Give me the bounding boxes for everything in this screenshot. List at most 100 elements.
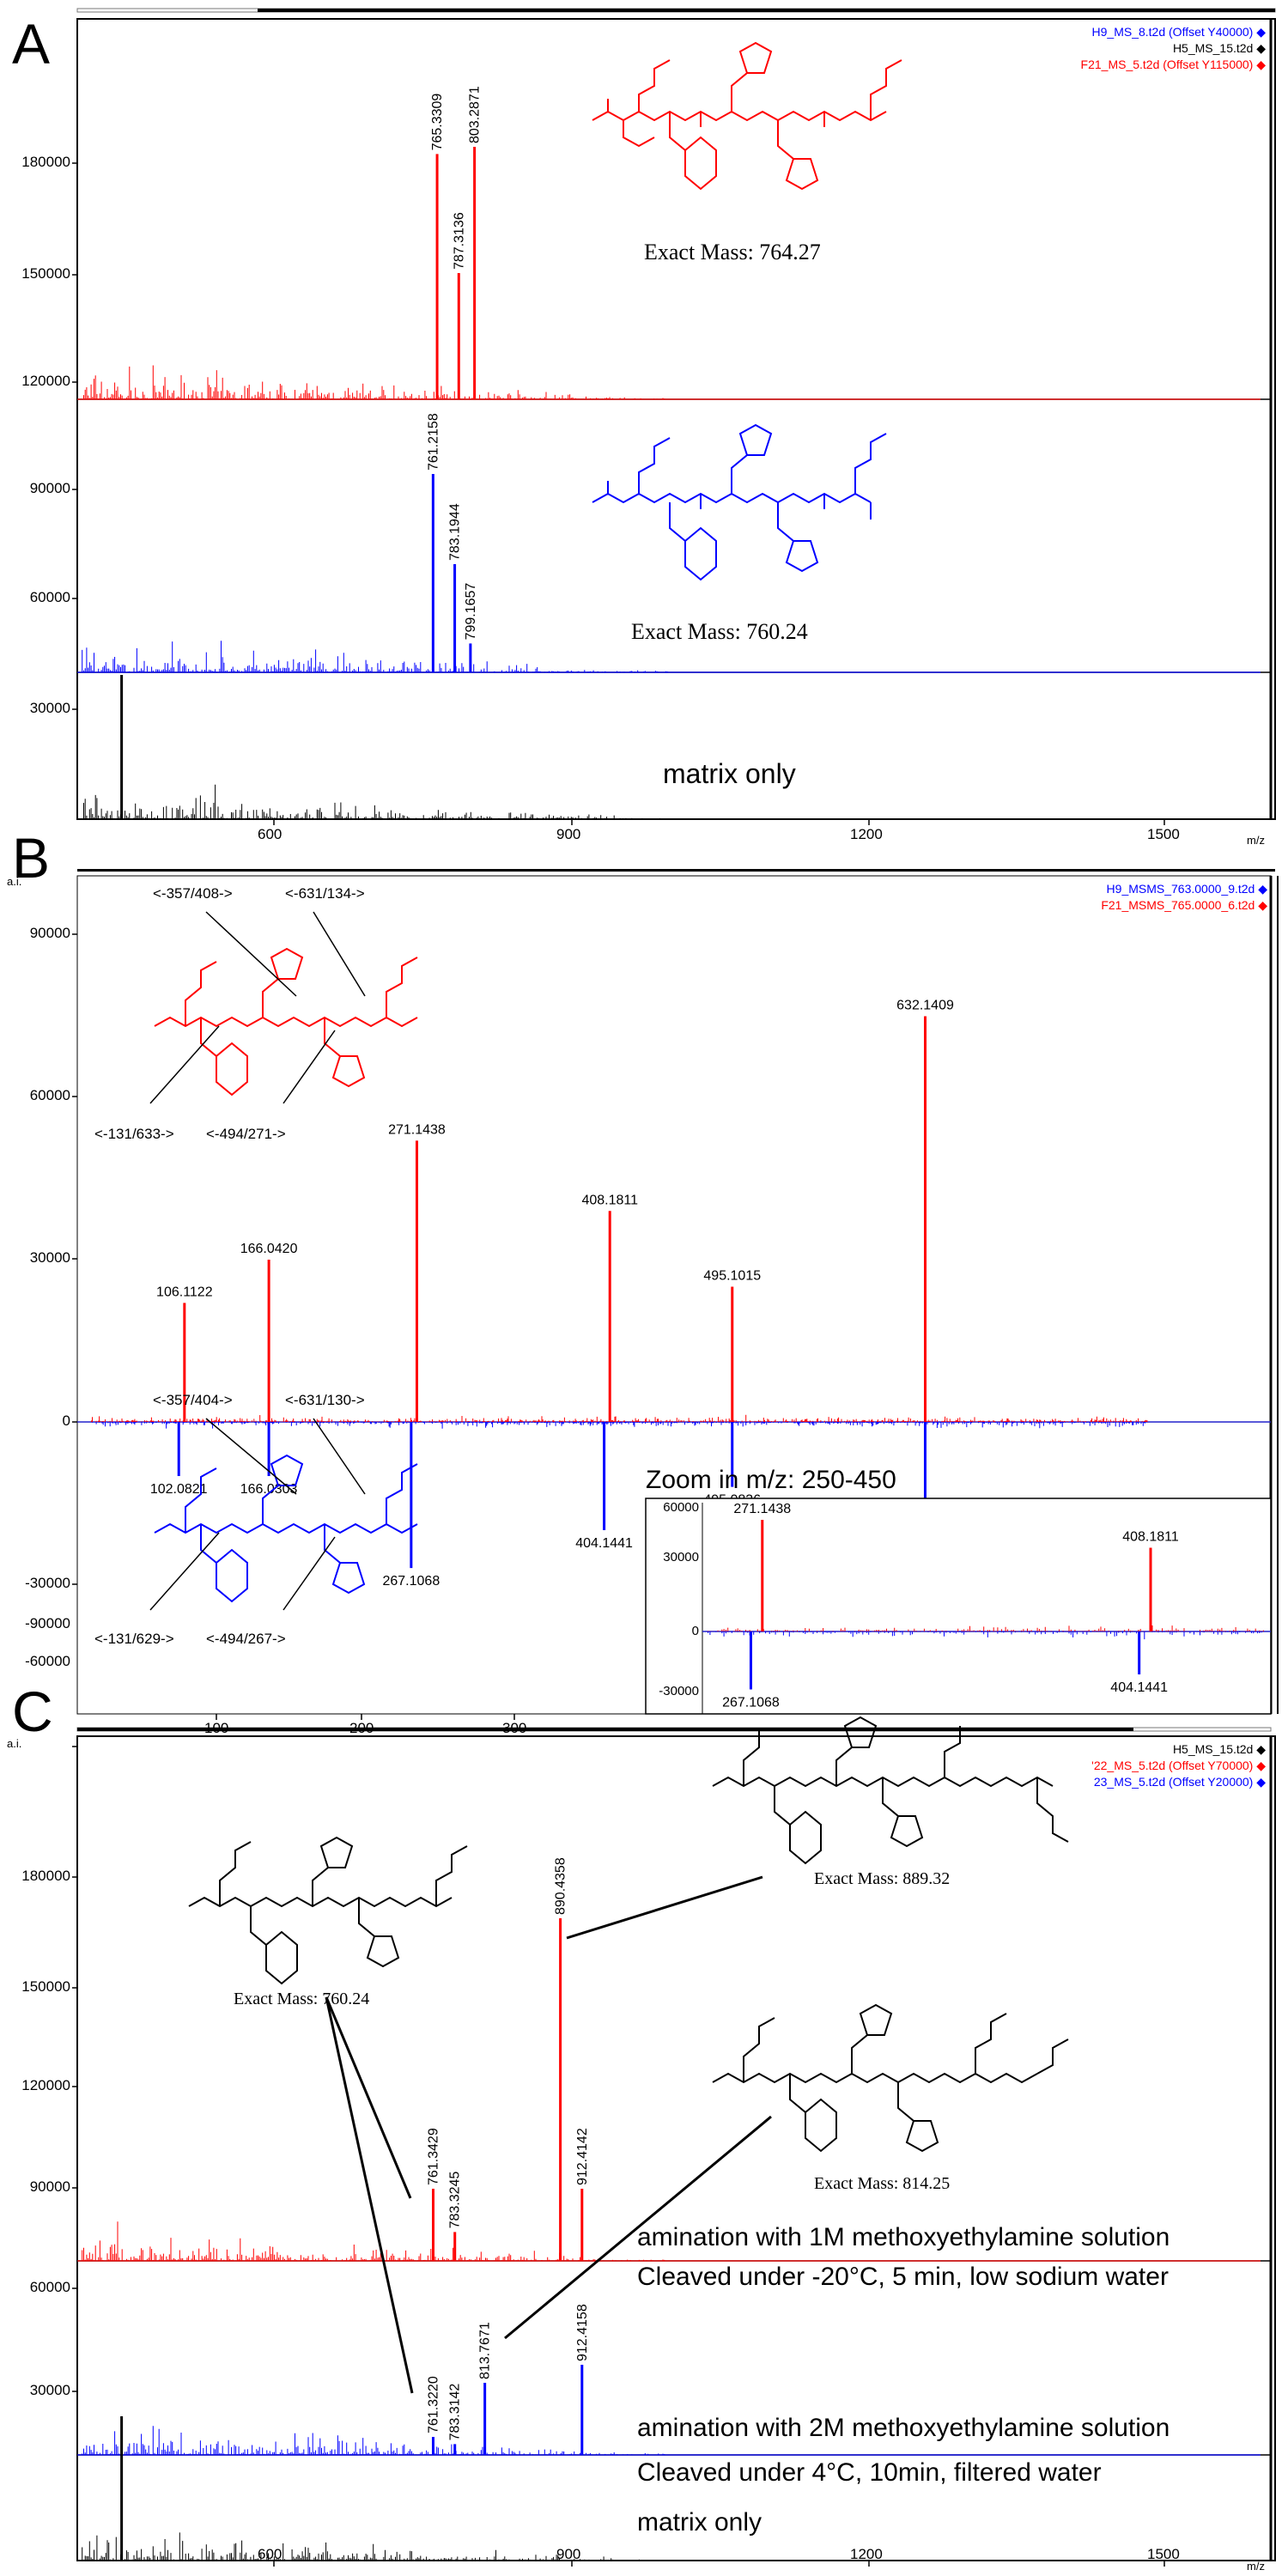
matrix-only-label: matrix only (663, 758, 796, 789)
zoom-y-tick-label: 30000 (663, 1550, 699, 1564)
x-tick-label: 100 (204, 1720, 229, 1736)
legend-item-black: H5_MS_15.t2d ◆ (1172, 40, 1266, 55)
zoom-y-tick-label: -30000 (659, 1684, 699, 1698)
structure-blue-peptoid-a (592, 423, 887, 581)
noise-trace (82, 784, 668, 819)
peak-label: 404.1441 (1110, 1680, 1168, 1695)
panel-letter-c: C (12, 1680, 53, 1743)
zoom-inset-title: Zoom in m/z: 250-450 (646, 1466, 896, 1494)
structure-red-peptoid-a (592, 41, 902, 191)
y-tick-label: 60000 (29, 589, 70, 605)
legend-item-blue: 23_MS_5.t2d (Offset Y20000) ◆ (1093, 1774, 1266, 1789)
y-tick-label: 150000 (21, 1978, 70, 1995)
peak-label: 166.0303 (240, 1482, 298, 1497)
zoom-y-tick-label: 60000 (663, 1500, 699, 1515)
peak-label: 102.0821 (150, 1482, 208, 1497)
structure-black-peptoid-c1 (188, 1836, 468, 1985)
panel-letter-b: B (12, 826, 51, 890)
x-tick-label: 1200 (850, 2546, 883, 2562)
structure-blue-peptoid-b (154, 1454, 418, 1603)
fragment-label-blue: <-631/130-> (285, 1392, 365, 1408)
peak-label: 803.2871 (468, 86, 483, 143)
panel-a-spectra: 765.3309 787.3136 803.2871 761.2158 783.1944… (77, 86, 1261, 820)
peak-label: 783.3245 (448, 2172, 463, 2229)
fragment-label-blue: <-357/404-> (153, 1392, 233, 1408)
exact-mass-red: Exact Mass: 764.27 (644, 240, 821, 264)
zoom-y-tick-label: 0 (691, 1624, 699, 1638)
fragment-label-red: <-357/408-> (153, 885, 233, 902)
legend-item-blue: H9_MS_8.t2d (Offset Y40000) ◆ (1091, 25, 1266, 39)
y-tick-label: 30000 (29, 2382, 70, 2398)
fragment-label-red: <-631/134-> (285, 885, 365, 902)
condition-note: amination with 2M methoxyethylamine solu… (637, 2414, 1170, 2442)
y-tick-label: -90000 (25, 1615, 70, 1631)
noise-trace (708, 1631, 1262, 1640)
peak-label: 267.1068 (382, 1574, 440, 1589)
legend-text: H5_MS_15.t2d (1172, 1742, 1254, 1756)
peak-label: 404.1441 (575, 1536, 633, 1551)
fragment-label-blue: <-131/629-> (94, 1631, 174, 1647)
peak-label: 912.4142 (575, 2128, 590, 2185)
x-tick-label: 900 (556, 2546, 581, 2562)
peak-label: 783.1944 (448, 503, 463, 561)
legend-item-red: F21_MS_5.t2d (Offset Y115000) ◆ (1080, 57, 1266, 71)
condition-note: Cleaved under 4°C, 10min, filtered water (637, 2458, 1102, 2487)
peak-label: 271.1438 (388, 1122, 446, 1137)
noise-trace (82, 641, 668, 672)
panel-c-spectra: 761.3429 783.3245 890.4358 912.4142 761.3220… (77, 1857, 1261, 2561)
legend-text: H9_MSMS_763.0000_9.t2d (1106, 882, 1255, 896)
exact-mass-blue: Exact Mass: 760.24 (631, 619, 808, 644)
peak-label: 632.1409 (896, 999, 954, 1013)
y-tick-label: 90000 (29, 925, 70, 941)
peak-label: 495.1015 (703, 1269, 761, 1284)
y-tick-label: 120000 (21, 2077, 70, 2093)
peak-label: 787.3136 (452, 212, 466, 270)
y-tick-label: 180000 (21, 1868, 70, 1884)
noise-trace (82, 2426, 666, 2455)
y-tick-label: 90000 (29, 2178, 70, 2195)
y-tick-label: 60000 (29, 1087, 70, 1103)
legend-text: F21_MSMS_765.0000_6.t2d (1101, 897, 1255, 912)
fragment-label-blue: <-494/267-> (206, 1631, 286, 1647)
peak-label: 271.1438 (733, 1502, 791, 1516)
y-tick-label: 90000 (29, 480, 70, 496)
noise-trace (83, 365, 668, 399)
y-axis-label: a.i. (7, 1737, 22, 1750)
peak-label: 912.4158 (575, 2304, 590, 2361)
panel-a-frame (76, 8, 1276, 820)
fragment-label-red: <-494/271-> (206, 1126, 286, 1142)
peak-label: 408.1811 (1122, 1530, 1179, 1545)
exact-mass-main: Exact Mass: 760.24 (234, 1990, 370, 2008)
y-tick-label: 30000 (29, 700, 70, 716)
noise-trace (92, 1422, 1147, 1429)
peak-label: 761.3429 (426, 2128, 440, 2185)
exact-mass-mid: Exact Mass: 814.25 (814, 2174, 951, 2193)
panel-letter-a: A (12, 12, 51, 76)
y-tick-label: 150000 (21, 265, 70, 282)
panel-b-legend: H9_MSMS_763.0000_9.t2d ◆ F21_MSMS_765.00… (1101, 881, 1267, 914)
peak-label: 761.2158 (426, 413, 440, 471)
x-tick-label: 200 (349, 1720, 374, 1736)
peak-structure-connectors (325, 1875, 772, 2394)
x-tick-label: 600 (258, 2546, 283, 2562)
noise-trace (90, 1414, 1148, 1422)
y-tick-label: 0 (62, 1413, 70, 1429)
panel-a-legend: H9_MS_8.t2d (Offset Y40000) ◆ H5_MS_15.t… (1081, 24, 1266, 73)
x-tick-label: 900 (556, 826, 581, 842)
peak-label: 408.1811 (581, 1193, 638, 1207)
condition-note: amination with 1M methoxyethylamine solu… (637, 2223, 1170, 2251)
fragment-cut-lines (149, 911, 366, 1611)
panel-c-legend: H5_MS_15.t2d ◆ '22_MS_5.t2d (Offset Y700… (1091, 1741, 1266, 1790)
y-tick-label: -60000 (25, 1653, 70, 1669)
legend-item-red: '22_MS_5.t2d (Offset Y70000) ◆ (1091, 1758, 1266, 1772)
noise-trace (708, 1625, 1264, 1631)
legend-item-black: H5_MS_15.t2d ◆ (1172, 1742, 1266, 1756)
x-tick-label: 300 (502, 1720, 527, 1736)
noise-trace (82, 2221, 668, 2261)
y-tick-label: 180000 (21, 154, 70, 170)
x-tick-label: 1500 (1147, 826, 1180, 842)
x-tick-label: 1200 (850, 826, 883, 842)
y-tick-label: 60000 (29, 2279, 70, 2295)
legend-item-blue: H9_MSMS_763.0000_9.t2d ◆ (1106, 882, 1267, 896)
